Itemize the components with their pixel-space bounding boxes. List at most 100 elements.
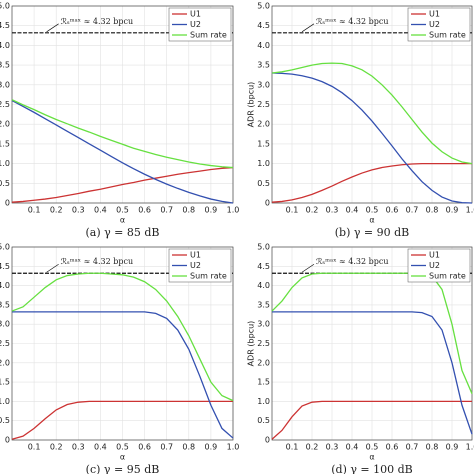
annotation: ℛₛᵐᵃˣ ≈ 4.32 bpcu	[61, 17, 133, 26]
series-line	[272, 311, 473, 435]
y-tick-label: 4.5	[257, 262, 270, 271]
caption: (a) γ = 85 dB	[85, 226, 159, 239]
annotation: ℛₛᵐᵃˣ ≈ 4.32 bpcu	[61, 257, 133, 266]
x-axis-label: α	[369, 453, 374, 462]
y-tick-label: 1.5	[257, 378, 270, 387]
x-tick-label: 0.8	[182, 443, 195, 452]
annotation-arrow	[301, 263, 315, 273]
y-tick-label: 2.0	[257, 358, 270, 367]
plot-frame	[11, 246, 234, 441]
y-axis-label: ADR (bpcu)	[247, 321, 256, 367]
y-tick-label: 4.0	[257, 281, 270, 290]
series-line	[271, 162, 472, 203]
y-tick-label: 3.0	[0, 80, 10, 89]
x-tick-label: 0.5	[116, 443, 129, 452]
y-tick-label: 0	[265, 199, 270, 208]
y-tick-label: 5.0	[0, 2, 10, 11]
legend-label: U2	[190, 20, 201, 29]
x-tick-label: 0.2	[50, 206, 63, 215]
y-tick-label: 3.0	[257, 320, 270, 329]
x-tick-label: 1.0	[227, 443, 240, 452]
y-tick-label: 2.5	[257, 339, 270, 348]
y-tick-label: 1.0	[0, 159, 10, 168]
legend-label: U1	[190, 10, 201, 19]
x-axis-label: α	[120, 216, 125, 225]
x-tick-label: 0.6	[386, 443, 399, 452]
legend-label: Sum rate	[190, 31, 227, 40]
annotation-arrow	[46, 23, 59, 33]
x-tick-label: 0.1	[286, 206, 299, 215]
y-tick-label: 1.5	[0, 139, 10, 148]
legend-label: Sum rate	[429, 272, 466, 281]
x-tick-label: 1.0	[466, 443, 474, 452]
x-tick-label: 0.3	[326, 206, 339, 215]
x-tick-label: 0.7	[160, 206, 173, 215]
x-tick-label: 0.7	[406, 443, 419, 452]
plot-frame	[271, 246, 473, 441]
y-tick-label: 3.5	[0, 61, 10, 70]
series-line	[12, 311, 234, 439]
legend-label: Sum rate	[190, 272, 227, 281]
x-tick-label: 0.8	[426, 206, 439, 215]
x-tick-label: 0.5	[116, 206, 129, 215]
annotation: ℛₛᵐᵃˣ ≈ 4.32 bpcu	[316, 257, 388, 266]
x-tick-label: 0.2	[306, 206, 319, 215]
y-axis-label: ADR (bpcu)	[247, 82, 256, 128]
y-tick-label: 5.0	[257, 243, 270, 252]
y-tick-label: 2.5	[0, 100, 10, 109]
x-tick-label: 1.0	[466, 206, 474, 215]
x-tick-label: 0.4	[94, 206, 107, 215]
caption: (d) γ = 100 dB	[331, 463, 413, 474]
x-tick-label: 0.1	[286, 443, 299, 452]
y-tick-label: 0.5	[0, 416, 10, 425]
series-line	[11, 99, 234, 204]
x-tick-label: 1.0	[227, 206, 240, 215]
y-tick-label: 4.5	[0, 21, 10, 30]
x-tick-label: 0.7	[160, 443, 173, 452]
y-tick-label: 2.0	[0, 120, 10, 129]
legend-label: U2	[429, 20, 440, 29]
x-tick-label: 0.9	[205, 206, 218, 215]
subplot: 0 0.5 1.0 1.5 2.0 2.5 3.0 3.5 4.0 4.5 5.0 0.1 0.2 0.3…	[247, 243, 474, 474]
y-tick-label: 2.5	[257, 100, 270, 109]
y-tick-label: 1.5	[0, 378, 10, 387]
x-tick-label: 0.9	[446, 443, 459, 452]
y-tick-label: 4.0	[257, 41, 270, 50]
y-tick-label: 1.0	[257, 397, 270, 406]
y-tick-label: 3.0	[0, 320, 10, 329]
x-tick-label: 0.5	[366, 443, 379, 452]
x-tick-label: 0.2	[306, 443, 319, 452]
x-tick-label: 0.5	[366, 206, 379, 215]
y-tick-label: 5.0	[0, 243, 10, 252]
x-tick-label: 0.3	[72, 443, 85, 452]
x-tick-label: 0.9	[446, 206, 459, 215]
legend-label: U2	[190, 261, 201, 270]
subplot: 0 0.5 1.0 1.5 2.0 2.5 3.0 3.5 4.0 4.5 5.0 0.1 0.2 0.3…	[0, 2, 239, 240]
plot-frame	[271, 5, 473, 204]
x-tick-label: 0.4	[346, 206, 359, 215]
legend-label: U1	[429, 251, 440, 260]
y-tick-label: 5.0	[257, 2, 270, 11]
y-tick-label: 4.0	[0, 41, 10, 50]
x-tick-label: 0.6	[138, 206, 151, 215]
subplot: 0 0.5 1.0 1.5 2.0 2.5 3.0 3.5 4.0 4.5 5.0 0.1 0.2 0.3…	[247, 2, 474, 240]
x-axis-label: α	[120, 453, 125, 462]
x-tick-label: 0.4	[346, 443, 359, 452]
y-tick-label: 1.0	[0, 397, 10, 406]
series-line	[271, 400, 472, 440]
y-tick-label: 0	[5, 199, 10, 208]
y-tick-label: 3.5	[0, 300, 10, 309]
legend-label: U1	[429, 10, 440, 19]
legend-label: U2	[429, 261, 440, 270]
y-tick-label: 3.5	[257, 61, 270, 70]
series-line	[11, 400, 233, 440]
series-line	[11, 99, 234, 169]
series-line	[271, 62, 473, 165]
x-tick-label: 0.6	[386, 206, 399, 215]
y-tick-label: 2.0	[0, 358, 10, 367]
y-tick-label: 0.5	[257, 179, 270, 188]
y-tick-label: 0	[265, 436, 270, 445]
y-tick-label: 0.5	[257, 416, 270, 425]
x-tick-label: 0.8	[182, 206, 195, 215]
